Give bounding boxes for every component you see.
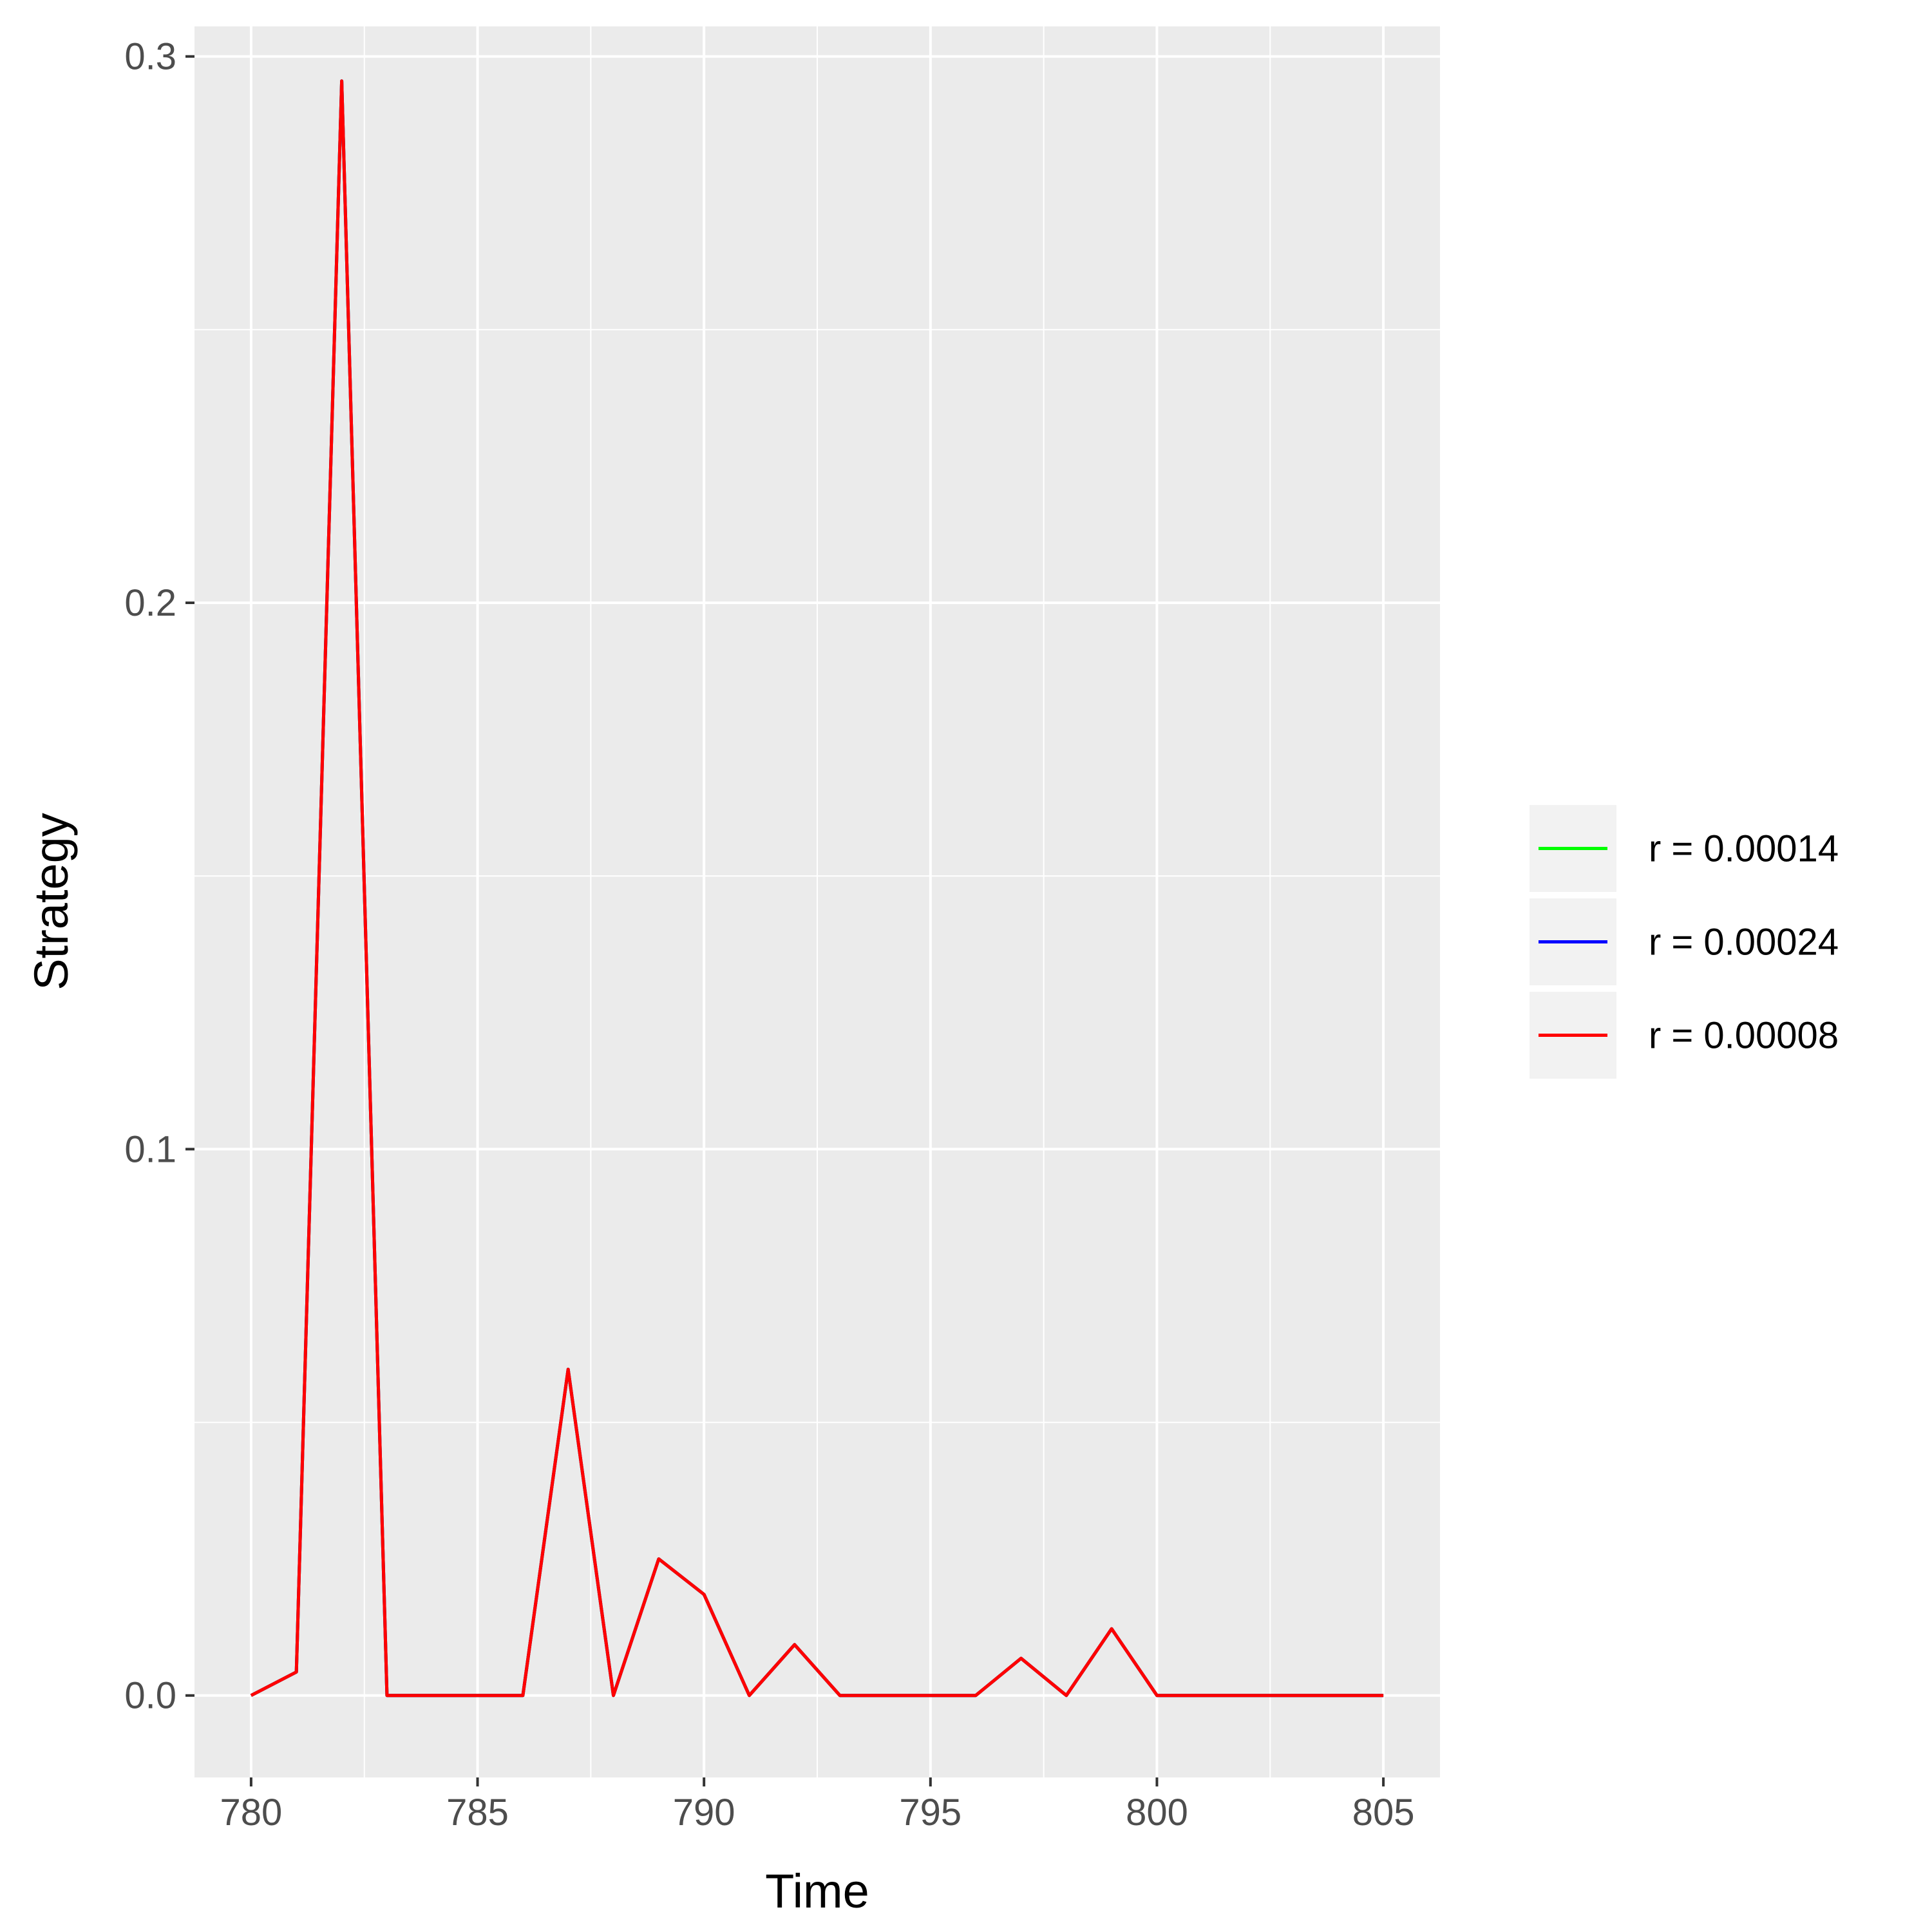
legend-label: r = 0.00024 xyxy=(1649,922,1839,963)
x-tick-label: 805 xyxy=(1352,1792,1415,1833)
minor-gridlines xyxy=(194,26,1440,1777)
y-tick-label: 0.1 xyxy=(124,1128,176,1170)
major-gridlines xyxy=(194,26,1440,1777)
legend-label: r = 0.00014 xyxy=(1649,828,1839,870)
x-tick-label: 790 xyxy=(673,1792,735,1833)
legend: r = 0.00014 r = 0.00024 r = 0.00008 xyxy=(1530,805,1839,1079)
legend-label: r = 0.00008 xyxy=(1649,1015,1839,1057)
series-lines xyxy=(250,79,1384,1698)
y-tick-label: 0.3 xyxy=(124,36,176,78)
y-axis-title: Strategy xyxy=(24,813,78,990)
x-tick-label: 785 xyxy=(446,1792,509,1833)
y-tick-label: 0.2 xyxy=(124,582,176,624)
x-axis-title: Time xyxy=(765,1864,869,1918)
y-axis: 0.0 0.1 0.2 0.3 xyxy=(124,36,194,1717)
x-tick-label: 780 xyxy=(220,1792,283,1833)
x-tick-label: 800 xyxy=(1126,1792,1188,1833)
y-tick-label: 0.0 xyxy=(124,1675,176,1717)
x-tick-label: 795 xyxy=(899,1792,961,1833)
x-axis: 780 785 790 795 800 805 xyxy=(220,1777,1415,1833)
series-line-3 xyxy=(250,79,1384,1698)
